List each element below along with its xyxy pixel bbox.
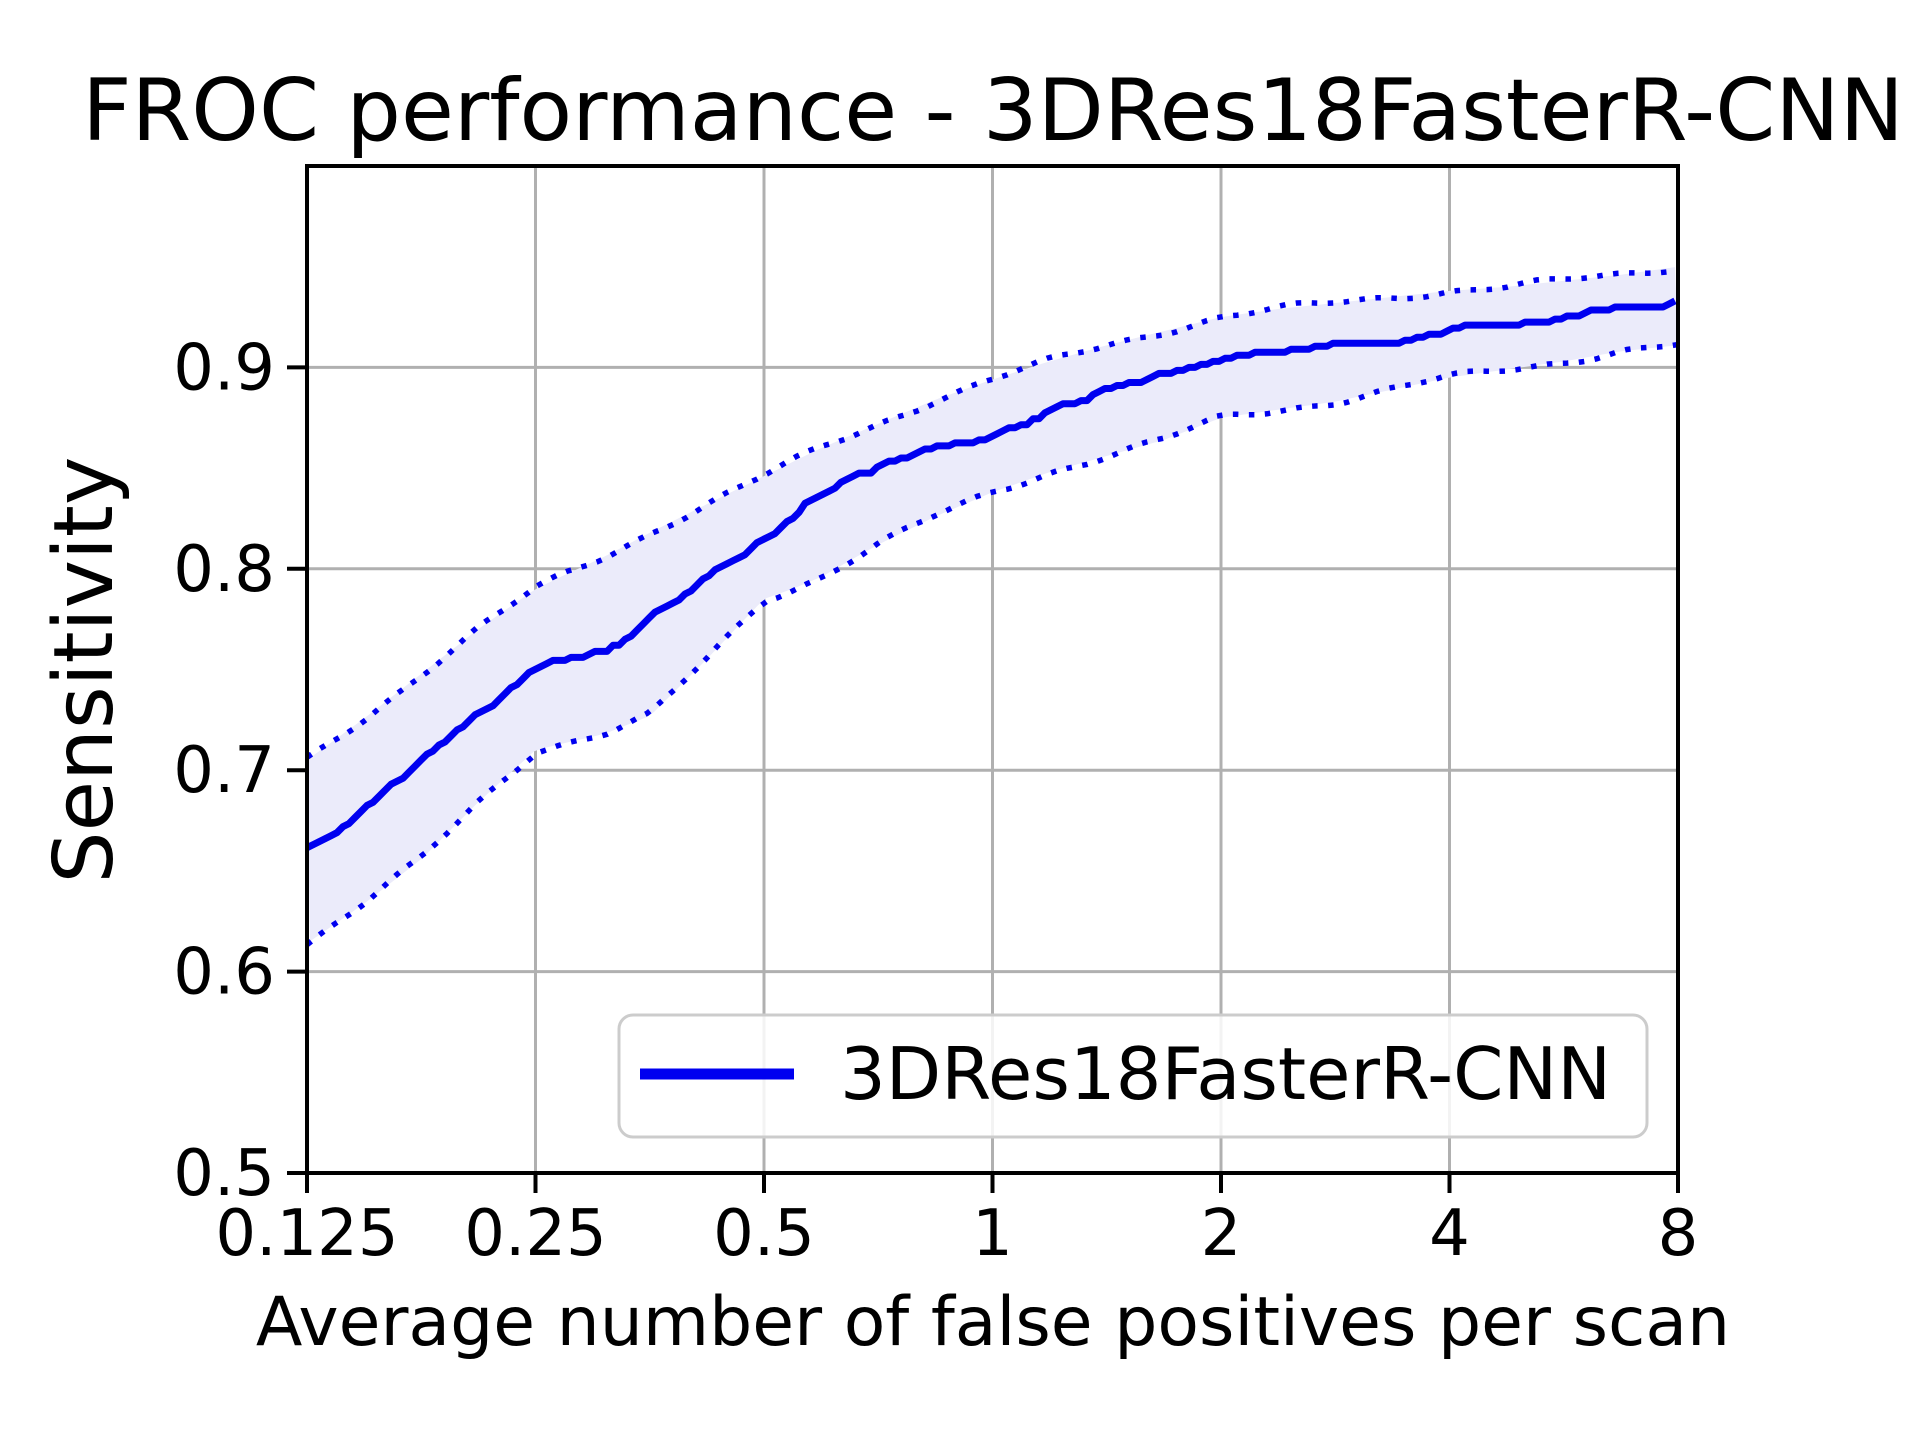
- chart-title: FROC performance - 3DRes18FasterR-CNN: [82, 61, 1904, 161]
- x-tick-label: 0.25: [464, 1197, 607, 1271]
- x-axis-label: Average number of false positives per sc…: [256, 1283, 1730, 1362]
- y-tick-label: 0.7: [173, 734, 275, 808]
- x-tick-label: 2: [1201, 1197, 1242, 1271]
- tick-labels: 0.125 0.25 0.5 1 2 4 8 0.5 0.6 0.7 0.8 0.9: [173, 331, 1698, 1271]
- legend-label: 3DRes18FasterR-CNN: [840, 1032, 1611, 1116]
- upper-bound-curve: [307, 267, 1678, 760]
- x-tick-label: 0.125: [215, 1197, 398, 1271]
- legend-box: [617, 1013, 1649, 1139]
- x-tick-label: 8: [1658, 1197, 1699, 1271]
- curves: [307, 267, 1678, 947]
- y-tick-label: 0.9: [173, 331, 275, 405]
- y-tick-label: 0.5: [173, 1137, 275, 1211]
- x-tick-label: 4: [1429, 1197, 1470, 1271]
- confidence-band-fill: [307, 267, 1678, 942]
- legend: 3DRes18FasterR-CNN: [617, 1013, 1649, 1139]
- lower-bound-curve: [307, 341, 1678, 947]
- x-tick-label: 0.5: [713, 1197, 815, 1271]
- confidence-band: [307, 267, 1678, 942]
- y-tick-label: 0.8: [173, 533, 275, 607]
- froc-main-curve: [307, 297, 1677, 851]
- y-axis-label: Sensitivity: [37, 457, 132, 884]
- tick-marks: [287, 365, 1680, 1193]
- x-tick-label: 1: [972, 1197, 1013, 1271]
- y-tick-label: 0.6: [173, 936, 275, 1010]
